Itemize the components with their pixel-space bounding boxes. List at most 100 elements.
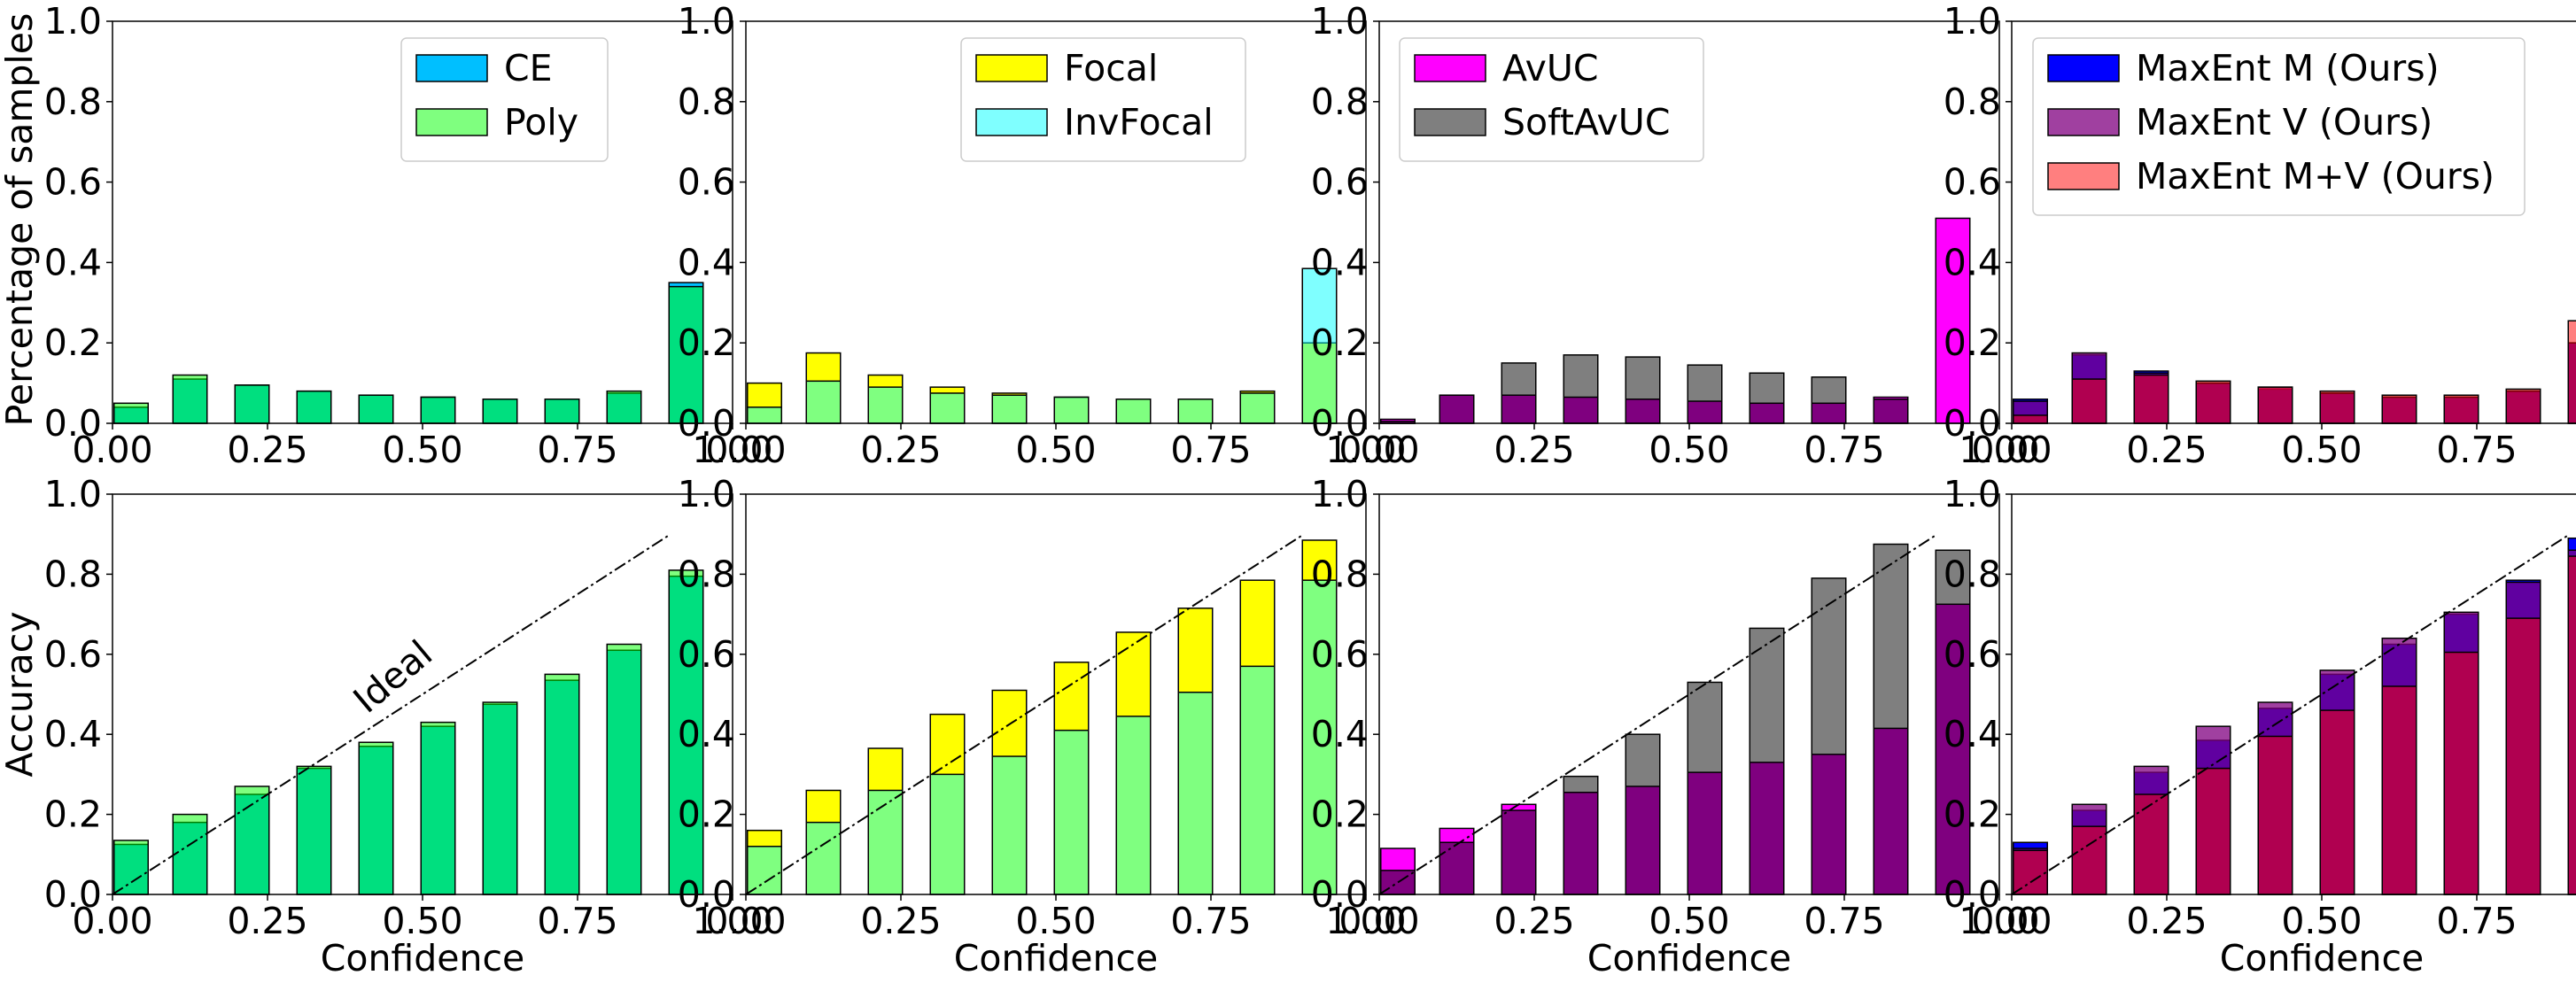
bar-top-3-series1-bin7 [1811, 376, 1847, 424]
legend-label-0: MaxEnt M (Ours) [2136, 47, 2440, 89]
bar-bottom-1-series1-bin5 [420, 721, 456, 895]
ytick-label: 0.4 [678, 241, 735, 283]
bar-top-4-series2-bin8 [2505, 388, 2541, 424]
ytick-label: 0.0 [1944, 402, 2001, 445]
xtick-label: 0.75 [537, 900, 617, 942]
legend-swatch-1 [1414, 108, 1486, 136]
legend-label-1: InvFocal [1064, 101, 1214, 143]
bar-top-1-series1-bin7 [544, 399, 580, 424]
bar-bottom-1-series1-bin1 [172, 813, 208, 895]
ytick-label: 0.2 [1944, 321, 2001, 364]
bar-top-2-series1-bin8 [1239, 392, 1276, 424]
xlabel-bottom-3: Confidence [1587, 937, 1792, 979]
legend-swatch-2 [2047, 162, 2120, 190]
bar-top-4-series2-bin0 [2013, 414, 2048, 424]
ytick-label: 0.2 [678, 321, 735, 364]
legend-swatch-1 [415, 108, 488, 136]
ytick-label: 0.2 [44, 793, 102, 836]
xlabel-bottom-4: Confidence [2220, 937, 2425, 979]
bar-top-3-series1-bin8 [1873, 399, 1909, 424]
xtick-label: 0.75 [1170, 900, 1251, 942]
bar-bottom-3-series1-bin9 [1935, 549, 1971, 895]
legend-top-4: MaxEnt M (Ours) MaxEnt V (Ours) MaxEnt M+V… [2032, 37, 2526, 216]
ytick-label: 0.6 [44, 161, 102, 204]
ytick-label: 0.8 [44, 81, 102, 123]
ytick-label: 1.0 [1944, 473, 2001, 515]
xtick-label: 0.00 [72, 900, 152, 942]
bar-bottom-3-series1-bin6 [1749, 627, 1785, 895]
bar-top-2-series1-bin0 [747, 406, 782, 424]
bar-bottom-1-series1-bin4 [358, 741, 394, 895]
panel-bottom-4: 0.0 0.2 0.4 0.6 0.8 1.0 0.00 0.25 0.50 0.75 1.00 Co… [1944, 473, 2576, 979]
xtick-label: 0.50 [1649, 429, 1729, 471]
bar-top-3-series1-bin5 [1687, 364, 1723, 424]
xtick-label: 0.75 [1170, 429, 1251, 471]
panels: 0.0 0.2 0.4 0.6 0.8 1.0 0.00 0.25 0.50 0.75 1.00 CE… [44, 0, 2576, 979]
bar-bottom-2-series1-bin6 [1115, 716, 1152, 895]
xtick-label: 0.75 [1804, 900, 1884, 942]
bar-top-1-series1-bin6 [482, 399, 518, 424]
legend-swatch-1 [2047, 108, 2120, 136]
xtick-label: 1.00 [1959, 900, 2039, 942]
bar-bottom-3-series1-bin4 [1625, 733, 1661, 895]
bar-top-2-series1-bin2 [867, 386, 904, 424]
bar-bottom-4-series2-bin4 [2257, 735, 2293, 895]
bar-bottom-4-series2-bin3 [2195, 767, 2231, 895]
bar-bottom-1-series1-bin6 [482, 701, 518, 895]
bar-bottom-1-series1-bin0 [113, 840, 149, 895]
bar-bottom-4-series2-bin7 [2443, 651, 2479, 895]
legend-swatch-1 [975, 108, 1048, 136]
ytick-label: 1.0 [1944, 0, 2001, 43]
bar-bottom-4-series2-bin0 [2013, 849, 2048, 895]
legend-swatch-0 [415, 54, 488, 82]
bar-bottom-2-series1-bin8 [1239, 665, 1276, 895]
xtick-label: 0.50 [382, 429, 462, 471]
ideal-label: Ideal [345, 632, 440, 722]
bar-bottom-1-series1-bin9 [668, 569, 704, 895]
bar-top-3-series1-bin4 [1625, 356, 1661, 424]
xtick-label: 0.25 [860, 429, 941, 471]
ytick-label: 1.0 [44, 0, 102, 43]
bar-top-3-series1-bin1 [1439, 394, 1475, 424]
xtick-label: 0.00 [705, 900, 786, 942]
bar-bottom-2-series1-bin1 [805, 821, 842, 895]
xtick-label: 1.00 [692, 429, 772, 471]
ytick-label: 0.0 [44, 402, 102, 445]
bar-bottom-3-series1-bin1 [1439, 841, 1475, 895]
legend-box [2032, 37, 2526, 216]
ytick-label: 0.8 [678, 81, 735, 123]
bar-bottom-1-series1-bin3 [296, 765, 332, 895]
xtick-label: 0.50 [1015, 900, 1096, 942]
bar-top-3-series1-bin3 [1563, 354, 1599, 424]
legend-label-0: CE [504, 47, 553, 89]
bar-bottom-4-series2-bin9 [2567, 555, 2576, 895]
xtick-label: 0.25 [1494, 900, 1574, 942]
bar-top-1-series1-bin9 [668, 285, 704, 424]
xtick-label: 0.50 [382, 900, 462, 942]
xtick-label: 1.00 [1959, 429, 2039, 471]
bar-top-1-series1-bin1 [172, 374, 208, 424]
legend-label-2: MaxEnt M+V (Ours) [2136, 155, 2495, 197]
ytick-label: 0.8 [1944, 553, 2001, 595]
bar-top-2-series1-bin1 [805, 380, 842, 424]
legend-top-2: Focal InvFocal [960, 37, 1246, 162]
xtick-label: 0.25 [860, 900, 941, 942]
ytick-label: 0.4 [44, 713, 102, 755]
xtick-label: 0.00 [705, 429, 786, 471]
legend-top-1: CE Poly [400, 37, 609, 162]
bar-bottom-3-series1-bin2 [1501, 809, 1537, 895]
bar-bottom-4-series2-bin8 [2505, 617, 2541, 895]
xtick-label: 0.00 [1338, 429, 1419, 471]
bar-bottom-3-series1-bin3 [1563, 775, 1599, 895]
bar-top-2-series1-bin5 [1053, 396, 1090, 424]
ytick-label: 0.0 [1311, 873, 1369, 916]
bar-top-3-series1-bin6 [1749, 372, 1785, 424]
ytick-label: 0.4 [1311, 241, 1369, 283]
xtick-label: 0.25 [2126, 429, 2207, 471]
bar-top-4-series2-bin9 [2567, 320, 2576, 424]
ytick-label: 1.0 [678, 0, 735, 43]
bar-bottom-2-series1-bin9 [1301, 579, 1338, 895]
panel-bottom-3: 0.0 0.2 0.4 0.6 0.8 1.0 0.00 0.25 0.50 0.75 1.00 Co… [1311, 473, 2040, 979]
panel-top-4: 0.0 0.2 0.4 0.6 0.8 1.0 0.00 0.25 0.50 0.75 1.00 Ma… [1944, 0, 2576, 471]
